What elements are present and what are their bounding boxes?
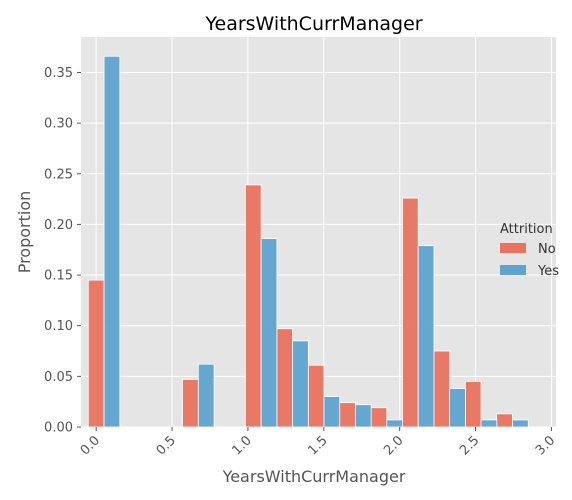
- y-tick-label: 0.35: [44, 66, 73, 81]
- y-axis-ticks: 0.00 0.05 0.10 0.15 0.20 0.25 0.30 0.35: [44, 66, 81, 436]
- bar-no: [496, 413, 513, 428]
- y-axis-label: Proportion: [15, 191, 34, 274]
- bar-yes: [197, 363, 215, 428]
- x-axis-label: YearsWithCurrManager: [222, 467, 406, 486]
- bar-no: [87, 279, 105, 428]
- x-tick-label: 1.5: [305, 433, 330, 458]
- x-tick-label: 2.0: [381, 433, 406, 458]
- legend: Attrition No Yes: [500, 222, 559, 279]
- legend-title: Attrition: [500, 222, 553, 237]
- bar-yes: [292, 340, 309, 428]
- bar-yes: [417, 245, 435, 428]
- bar-yes: [260, 238, 278, 428]
- y-tick-label: 0.05: [44, 370, 73, 385]
- bar-no: [464, 381, 482, 428]
- bar-yes: [103, 55, 121, 428]
- bar-no: [307, 364, 325, 428]
- y-tick-label: 0.30: [44, 117, 73, 132]
- bar-no: [182, 378, 199, 428]
- bar-yes: [512, 419, 529, 428]
- bar-yes: [480, 419, 498, 428]
- bar-no: [339, 402, 356, 428]
- legend-label-yes: Yes: [537, 264, 559, 279]
- x-tick-label: 3.0: [533, 433, 558, 458]
- bar-yes: [323, 396, 341, 428]
- bar-no: [402, 197, 419, 428]
- legend-label-no: No: [538, 242, 556, 257]
- bar-yes: [449, 388, 466, 428]
- y-tick-label: 0.00: [44, 421, 73, 436]
- legend-swatch-yes: [500, 265, 526, 275]
- legend-swatch-no: [500, 243, 526, 253]
- y-tick-label: 0.15: [44, 269, 73, 284]
- x-tick-label: 0.5: [154, 433, 179, 458]
- bar-no: [433, 350, 451, 428]
- chart-title: YearsWithCurrManager: [204, 13, 422, 35]
- x-tick-label: 0.0: [78, 433, 103, 458]
- plot-background: [81, 37, 556, 427]
- y-tick-label: 0.10: [44, 319, 73, 334]
- bars: [87, 55, 529, 428]
- bar-no: [370, 407, 388, 428]
- bar-no: [244, 184, 262, 428]
- y-tick-label: 0.20: [44, 218, 73, 233]
- y-tick-label: 0.25: [44, 167, 73, 182]
- bar-yes: [386, 419, 403, 428]
- x-tick-label: 1.0: [230, 433, 255, 458]
- x-tick-label: 2.5: [457, 433, 482, 458]
- x-axis-ticks: 0.0 0.5 1.0 1.5 2.0 2.5 3.0: [78, 427, 558, 458]
- bar-yes: [354, 404, 372, 428]
- bar-no: [276, 328, 293, 428]
